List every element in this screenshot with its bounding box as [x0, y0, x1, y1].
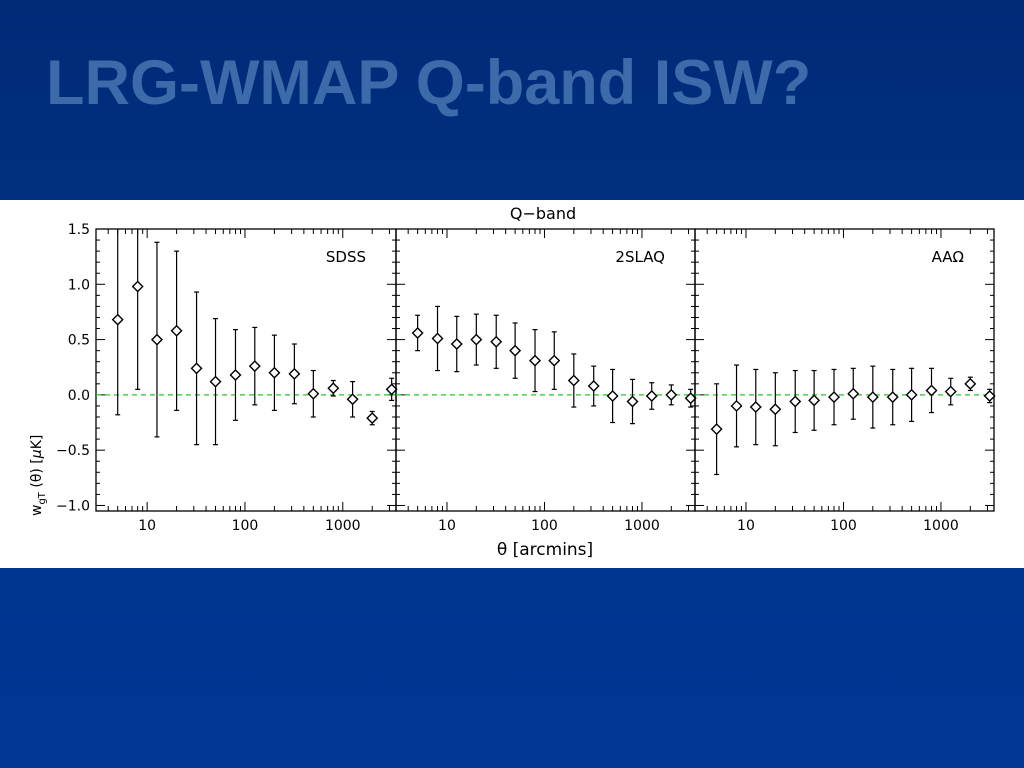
- panel-label: SDSS: [326, 248, 366, 266]
- data-point: [229, 368, 242, 381]
- data-point: [684, 392, 697, 405]
- data-point: [808, 394, 821, 407]
- data-point: [509, 344, 522, 357]
- data-point: [626, 395, 639, 408]
- slide-title: LRG-WMAP Q-band ISW?: [46, 48, 812, 118]
- panel-0: 1.5 1.0 0.5 0.0 −0.5 −1.0 10 100 1000 SDSS: [56, 222, 398, 534]
- data-point: [190, 362, 203, 375]
- data-point: [964, 377, 977, 390]
- chart-figure: Q−band θ [arcmins] wgT (θ) [μK] 1.5 1.0 0.…: [29, 204, 996, 560]
- data-point: [567, 374, 580, 387]
- data-point: [150, 333, 163, 346]
- data-point: [170, 324, 183, 337]
- x-tick-label: 100: [232, 518, 259, 534]
- data-point: [925, 384, 938, 397]
- data-point: [268, 366, 281, 379]
- data-point: [450, 338, 463, 351]
- data-point: [866, 391, 879, 404]
- panel-1: 10 100 1000 2SLAQ: [395, 228, 697, 534]
- data-point: [490, 335, 503, 348]
- panel-label: AAΩ: [932, 248, 964, 266]
- data-point: [470, 333, 483, 346]
- x-tick-label: 1000: [325, 518, 361, 534]
- y-tick-label: 0.5: [68, 333, 90, 349]
- x-tick-label: 100: [531, 518, 558, 534]
- data-point: [529, 354, 542, 367]
- x-tick-label: 1000: [923, 518, 959, 534]
- panel-2: 10 100 1000 AAΩ: [694, 228, 996, 534]
- data-point: [944, 385, 957, 398]
- x-tick-label: 1000: [624, 518, 660, 534]
- data-point: [587, 380, 600, 393]
- data-point: [327, 382, 340, 395]
- x-axis-label: θ [arcmins]: [497, 540, 593, 560]
- data-point: [288, 367, 301, 380]
- svg-text:wgT (θ) [μK]: wgT (θ) [μK]: [29, 435, 48, 516]
- data-point: [769, 403, 782, 416]
- data-point: [645, 389, 658, 402]
- data-point: [411, 326, 424, 339]
- data-point: [749, 401, 762, 414]
- data-point: [548, 354, 561, 367]
- y-tick-label: −1.0: [56, 498, 90, 514]
- panel-frame: [694, 228, 995, 512]
- x-tick-label: 100: [830, 518, 857, 534]
- data-point: [710, 423, 723, 436]
- data-point: [111, 313, 124, 326]
- data-point: [789, 395, 802, 408]
- data-point: [905, 388, 918, 401]
- y-axis-label: wgT (θ) [μK]: [29, 435, 48, 516]
- data-point: [131, 280, 144, 293]
- y-tick-label: 0.0: [68, 388, 90, 404]
- data-point: [828, 391, 841, 404]
- data-point: [730, 399, 743, 412]
- panel-frame: [395, 228, 696, 512]
- panel-label: 2SLAQ: [615, 248, 665, 266]
- data-point: [847, 387, 860, 400]
- data-point: [606, 389, 619, 402]
- data-point: [886, 391, 899, 404]
- x-tick-label: 10: [737, 518, 755, 534]
- data-point: [665, 388, 678, 401]
- data-point: [366, 412, 379, 425]
- x-tick-label: 10: [138, 518, 156, 534]
- figure-title: Q−band: [510, 204, 576, 223]
- data-point: [307, 387, 320, 400]
- data-point: [385, 383, 398, 396]
- data-point: [209, 375, 222, 388]
- figure-panel: Q−band θ [arcmins] wgT (θ) [μK] 1.5 1.0 0.…: [0, 200, 1024, 568]
- panel-frame: [95, 228, 397, 512]
- y-tick-label: −0.5: [56, 443, 90, 459]
- y-tick-label: 1.5: [68, 222, 90, 238]
- data-point: [983, 389, 996, 402]
- data-point: [346, 393, 359, 406]
- data-point: [431, 332, 444, 345]
- y-tick-label: 1.0: [68, 277, 90, 293]
- x-tick-label: 10: [438, 518, 456, 534]
- data-point: [248, 360, 261, 373]
